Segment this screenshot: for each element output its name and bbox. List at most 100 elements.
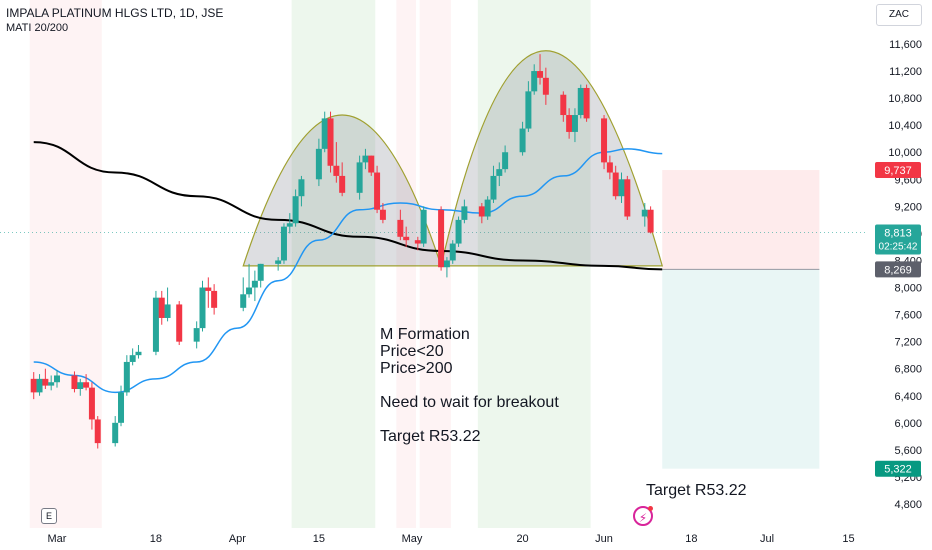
- candle-body: [612, 172, 619, 197]
- candle-body: [77, 382, 84, 389]
- target-price-label: 5,322: [884, 464, 912, 476]
- y-tick-label: 11,600: [889, 39, 922, 51]
- chart-title: IMPALA PLATINUM HLGS LTD, 1D, JSE: [6, 6, 224, 20]
- candle-body: [379, 209, 386, 220]
- candle-body: [455, 219, 462, 244]
- candle-body: [275, 260, 282, 264]
- candle-body: [42, 378, 49, 386]
- candle-body: [123, 361, 130, 393]
- y-tick-label: 11,200: [889, 66, 922, 78]
- candle-body: [199, 287, 206, 329]
- candle-body: [542, 77, 549, 95]
- candle-body: [537, 71, 544, 78]
- y-tick-label: 5,600: [894, 445, 922, 457]
- candle-body: [403, 236, 410, 241]
- x-tick-label: Mar: [48, 533, 67, 545]
- m-formation-dome: [440, 50, 664, 267]
- ma20-line: [33, 148, 663, 394]
- y-tick-label: 10,000: [888, 147, 922, 159]
- candle-body: [560, 94, 567, 116]
- x-tick-label: 15: [842, 533, 854, 545]
- candle-body: [71, 375, 78, 389]
- stop-price-label: 9,737: [884, 165, 912, 177]
- y-tick-label: 9,200: [894, 201, 922, 213]
- x-tick-label: 18: [150, 533, 162, 545]
- candle-body: [246, 287, 253, 295]
- y-tick-label: 4,800: [894, 499, 922, 511]
- candle-body: [257, 263, 264, 281]
- annotation-line: [380, 411, 559, 428]
- currency-badge[interactable]: ZAC: [876, 4, 922, 26]
- candle-body: [484, 199, 491, 217]
- candle-body: [478, 206, 485, 217]
- candle-body: [496, 169, 503, 176]
- candle-body: [420, 209, 427, 244]
- x-tick-label: May: [402, 533, 423, 545]
- take-profit-zone: [662, 269, 820, 469]
- candle-body: [519, 128, 526, 153]
- candle-body: [583, 87, 590, 119]
- y-tick-label: 6,800: [894, 364, 922, 376]
- annotation-line: M Formation: [380, 326, 470, 343]
- x-tick-label: 15: [313, 533, 325, 545]
- x-tick-label: Apr: [229, 533, 246, 545]
- y-tick-label: 10,400: [888, 120, 922, 132]
- candle-body: [48, 382, 55, 386]
- candle-body: [240, 294, 247, 308]
- candle-body: [606, 162, 613, 173]
- candle-body: [327, 118, 334, 166]
- candle-body: [83, 382, 90, 388]
- candle-body: [30, 378, 37, 393]
- last-price-label-bg: [875, 224, 921, 255]
- candle-body: [112, 422, 119, 444]
- x-tick-label: 20: [516, 533, 528, 545]
- candle-body: [333, 165, 340, 176]
- stop-price-label-bg: [875, 162, 921, 179]
- y-tick-label: 8,000: [894, 283, 922, 295]
- candle-body: [54, 375, 60, 383]
- candle-body: [129, 355, 136, 362]
- candle-body: [339, 175, 346, 193]
- candle-body: [647, 209, 654, 233]
- candle-body: [251, 280, 258, 288]
- x-tick-label: Jun: [595, 533, 613, 545]
- pattern-annotation: M Formation Price<20 Price>200 Need to wai…: [380, 326, 559, 445]
- signal-zone: [396, 0, 416, 528]
- candle-body: [618, 179, 625, 197]
- x-tick-label: Jul: [760, 533, 774, 545]
- candle-body: [94, 419, 101, 444]
- candle-body: [211, 290, 218, 308]
- candle-body: [280, 226, 287, 261]
- candle-body: [624, 179, 631, 217]
- candle-body: [374, 172, 381, 210]
- candle-body: [502, 152, 509, 170]
- candle-body: [193, 328, 200, 342]
- candle-body: [321, 118, 328, 149]
- candle-body: [641, 209, 648, 217]
- candle-body: [298, 179, 305, 197]
- candle-body: [525, 91, 532, 129]
- stop-loss-zone: [662, 170, 820, 270]
- candle-body: [531, 71, 538, 92]
- target-annotation: Target R53.22: [646, 482, 747, 499]
- candle-body: [368, 155, 375, 173]
- y-tick-label: 6,000: [894, 418, 922, 430]
- y-tick-label: 10,800: [888, 93, 922, 105]
- candle-body: [601, 118, 608, 163]
- y-tick-label: 6,400: [894, 391, 922, 403]
- x-tick-label: 18: [685, 533, 697, 545]
- lightning-icon[interactable]: ⚡: [633, 506, 653, 526]
- candle-body: [164, 304, 171, 318]
- candle-body: [490, 175, 497, 200]
- candle-body: [397, 219, 404, 237]
- candle-body: [176, 304, 183, 342]
- candle-body: [449, 243, 456, 261]
- annotation-line: [380, 377, 559, 394]
- candle-body: [152, 297, 159, 352]
- candle-body: [135, 351, 142, 356]
- candle-body: [571, 115, 578, 132]
- earnings-badge[interactable]: E: [41, 508, 57, 524]
- last-price-label: 8,813: [884, 228, 912, 240]
- y-tick-label: 7,200: [894, 337, 922, 349]
